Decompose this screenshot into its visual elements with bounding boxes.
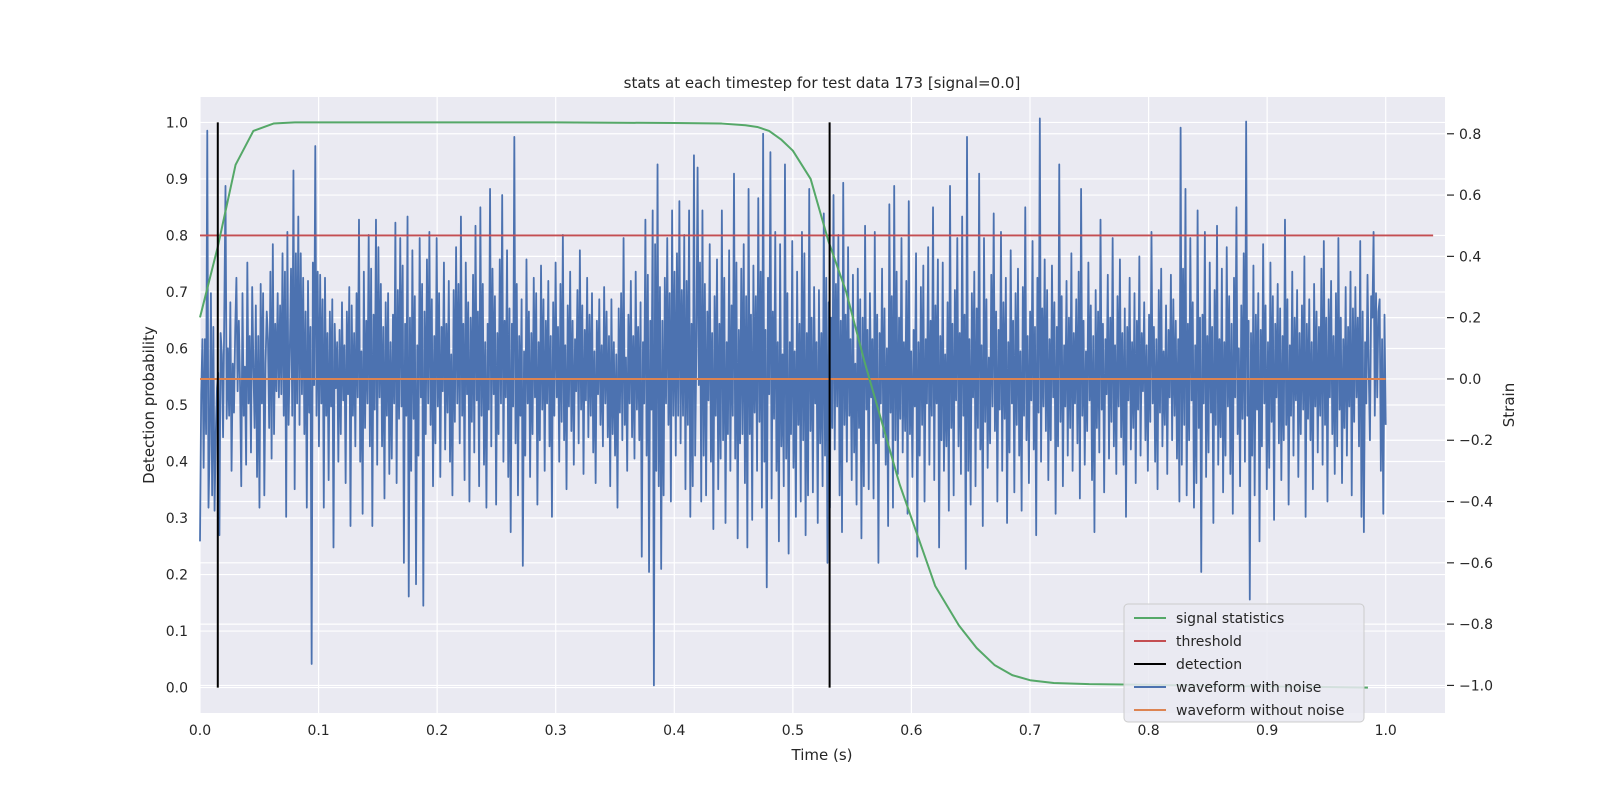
y-right-tick-label: −0.6 [1459,556,1493,572]
x-axis-title: Time (s) [791,746,853,764]
y-right-tick-label: 0.4 [1459,249,1481,265]
x-tick-label: 0.1 [307,723,329,739]
y-right-tick-label: −0.4 [1459,495,1493,511]
y-right-tick-label: −1.0 [1459,678,1493,694]
y-left-tick-label: 0.1 [166,624,188,640]
y-right-tick-label: 0.8 [1459,127,1481,143]
y-right-tick-label: 0.0 [1459,372,1481,388]
y-left-tick-label: 0.8 [166,228,188,244]
legend-label: waveform without noise [1176,703,1344,719]
x-tick-label: 0.5 [782,723,804,739]
y-left-tick-label: 0.0 [166,681,188,697]
x-tick-label: 0.3 [545,723,567,739]
legend-label: signal statistics [1176,611,1284,627]
axes: 0.0 0.1 0.2 0.3 0.4 0.5 0.6 0.7 0.8 0.9 1.0 0.0 0.1 0… [166,115,1493,739]
y-right-tick-label: 0.6 [1459,188,1481,204]
waveform-with-noise-line [199,117,1387,687]
y-left-tick-label: 0.3 [166,511,188,527]
legend-label: threshold [1176,634,1242,650]
x-tick-label: 0.6 [900,723,922,739]
x-tick-label: 0.8 [1137,723,1159,739]
legend-frame [1123,603,1365,723]
x-tick-label: 0.0 [189,723,211,739]
legend: signal statistics threshold detection wavef… [1123,603,1365,723]
chart-title: stats at each timestep for test data 173… [624,74,1021,92]
y-left-tick-label: 0.7 [166,285,188,301]
x-tick-label: 0.7 [1019,723,1041,739]
series-layer [199,117,1434,689]
y-right-tick-label: 0.2 [1459,311,1481,327]
y-right-tick-label: −0.2 [1459,433,1493,449]
y-axis-right-title: Strain [1500,383,1518,427]
y-left-tick-label: 0.6 [166,341,188,357]
signal-statistics-line [199,121,1368,689]
x-tick-label: 1.0 [1375,723,1397,739]
y-left-tick-label: 0.9 [166,172,188,188]
y-left-tick-label: 0.5 [166,398,188,414]
x-tick-label: 0.2 [426,723,448,739]
y-axis-left-title: Detection probability [140,326,158,484]
x-tick-label: 0.9 [1256,723,1278,739]
legend-label: waveform with noise [1176,680,1321,696]
y-left-tick-label: 0.4 [166,455,188,471]
y-left-tick-label: 1.0 [166,115,188,131]
legend-label: detection [1176,657,1242,673]
y-right-tick-label: −0.8 [1459,617,1493,633]
x-tick-label: 0.4 [663,723,685,739]
y-left-tick-label: 0.2 [166,568,188,584]
